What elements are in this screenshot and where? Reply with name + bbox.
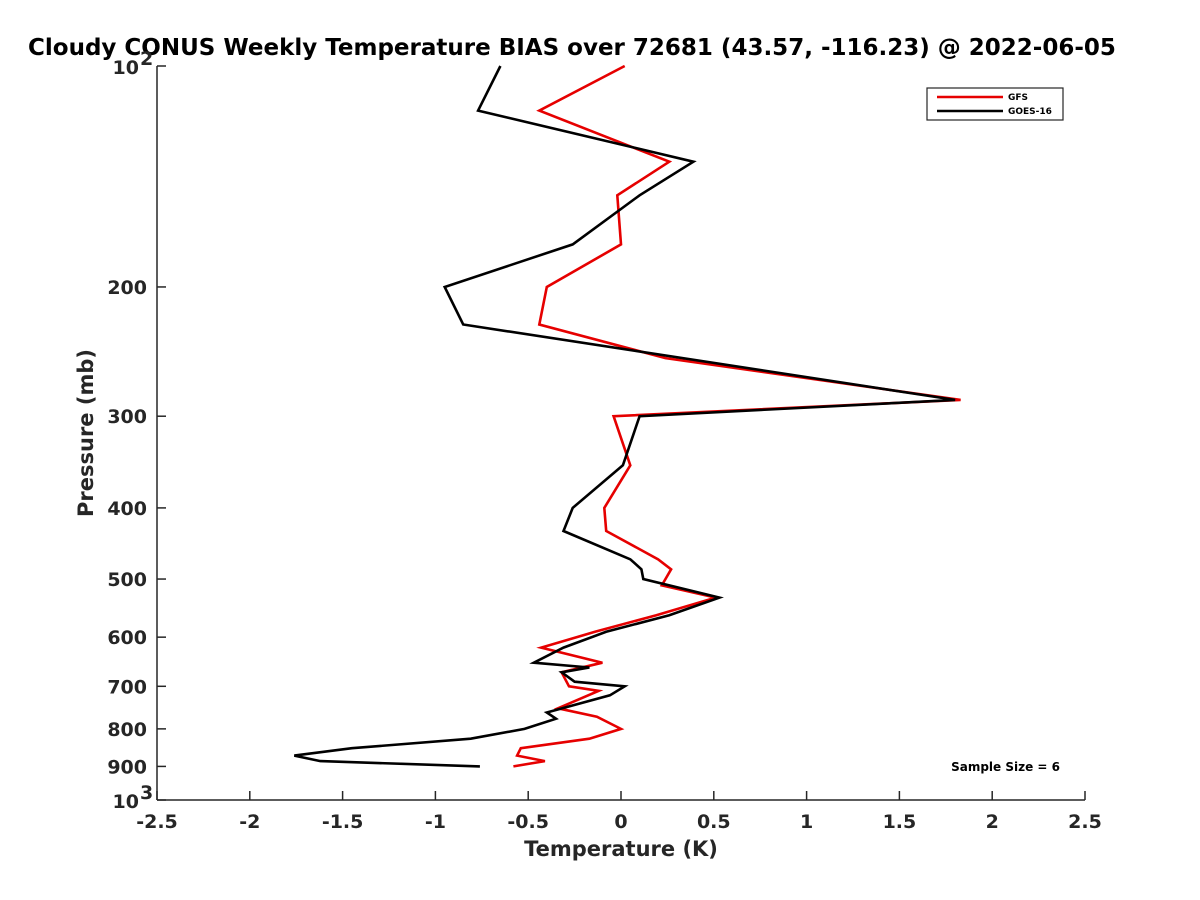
legend: GFS GOES-16 bbox=[926, 87, 1064, 121]
y-tick-label: 800 bbox=[107, 719, 147, 741]
x-tick-label: -1 bbox=[425, 811, 446, 833]
legend-label: GOES-16 bbox=[1008, 107, 1052, 117]
x-tick-labels: -2.5 -2 -1.5 -1 -0.5 0 0.5 1 1.5 2 2.5 bbox=[136, 811, 1102, 833]
x-tick-label: 2 bbox=[986, 811, 999, 833]
x-tick-label: -2.5 bbox=[136, 811, 178, 833]
y-tick-label: 200 bbox=[107, 277, 147, 299]
plot-series-group bbox=[294, 64, 961, 768]
legend-label: GFS bbox=[1008, 93, 1028, 103]
x-tick-label: -2 bbox=[239, 811, 260, 833]
y-tick-label: 500 bbox=[107, 569, 147, 591]
y-tick-label: 900 bbox=[107, 756, 147, 778]
y-tick-label: 10 bbox=[113, 57, 139, 79]
axes-group bbox=[156, 65, 1086, 801]
x-tick-label: 1.5 bbox=[883, 811, 917, 833]
series-line-goes-16 bbox=[294, 65, 956, 768]
y-tick-exponent: 2 bbox=[140, 48, 153, 70]
x-tick-label: -1.5 bbox=[322, 811, 364, 833]
x-tick-label: -0.5 bbox=[507, 811, 549, 833]
y-tick-label: 600 bbox=[107, 627, 147, 649]
x-tick-label: 0 bbox=[614, 811, 627, 833]
x-tick-label: 1 bbox=[800, 811, 813, 833]
legend-box bbox=[926, 87, 1064, 121]
sample-size-annotation: Sample Size = 6 bbox=[951, 760, 1060, 774]
x-axis-label: Temperature (K) bbox=[524, 837, 718, 861]
y-tick-label: 700 bbox=[107, 676, 147, 698]
y-tick-exponent: 3 bbox=[140, 782, 153, 804]
x-tick-label: 2.5 bbox=[1068, 811, 1102, 833]
y-tick-label: 400 bbox=[107, 498, 147, 520]
y-tick-label: 300 bbox=[107, 406, 147, 428]
series-line-gfs bbox=[513, 64, 961, 768]
chart-title: Cloudy CONUS Weekly Temperature BIAS ove… bbox=[28, 35, 1116, 61]
y-axis-label: Pressure (mb) bbox=[74, 349, 98, 517]
y-tick-label: 10 bbox=[113, 791, 139, 813]
x-tick-label: 0.5 bbox=[697, 811, 731, 833]
